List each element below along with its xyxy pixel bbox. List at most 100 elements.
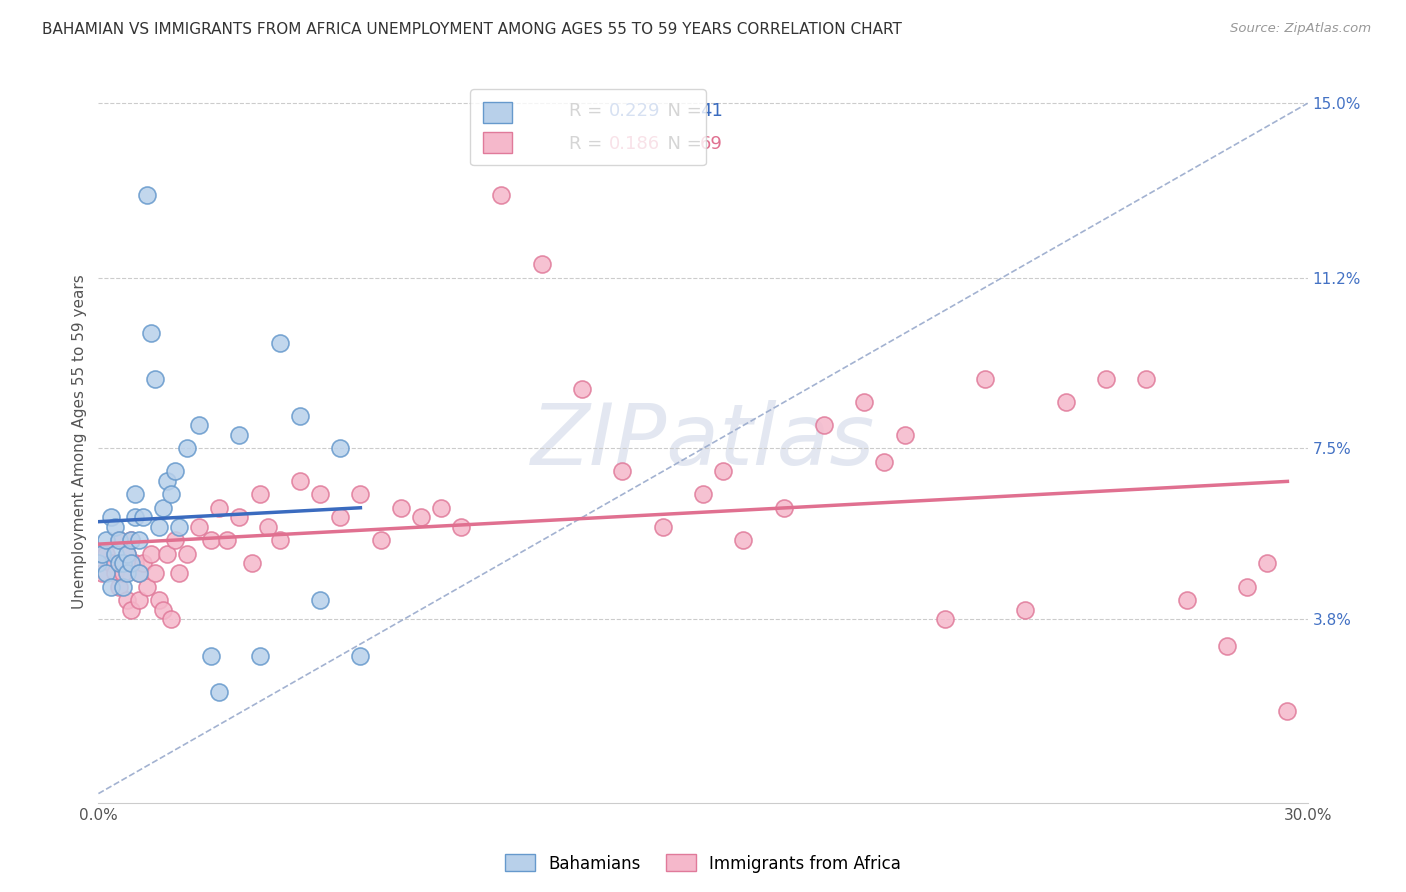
Point bbox=[813, 418, 835, 433]
Point bbox=[115, 547, 138, 561]
Point bbox=[1095, 372, 1118, 386]
Point bbox=[208, 685, 231, 699]
Point bbox=[309, 593, 332, 607]
Text: BAHAMIAN VS IMMIGRANTS FROM AFRICA UNEMPLOYMENT AMONG AGES 55 TO 59 YEARS CORREL: BAHAMIAN VS IMMIGRANTS FROM AFRICA UNEMP… bbox=[42, 22, 903, 37]
Point bbox=[974, 372, 997, 386]
Point bbox=[103, 547, 125, 561]
Point bbox=[240, 557, 263, 571]
Point bbox=[111, 566, 134, 580]
Point bbox=[389, 501, 412, 516]
Point bbox=[228, 510, 250, 524]
Legend:                               ,                               : , bbox=[470, 89, 706, 165]
Point bbox=[107, 533, 129, 548]
Point bbox=[873, 455, 896, 469]
Point bbox=[167, 566, 190, 580]
Point bbox=[893, 427, 915, 442]
Point bbox=[152, 501, 174, 516]
Point bbox=[115, 566, 138, 580]
Point bbox=[100, 510, 122, 524]
Point bbox=[111, 557, 134, 571]
Point bbox=[256, 519, 278, 533]
Point bbox=[1236, 580, 1258, 594]
Point bbox=[100, 580, 122, 594]
Point bbox=[430, 501, 453, 516]
Text: 69: 69 bbox=[700, 135, 723, 153]
Text: R =: R = bbox=[569, 102, 609, 120]
Point bbox=[217, 533, 239, 548]
Point bbox=[772, 501, 794, 516]
Point bbox=[143, 566, 166, 580]
Legend: Bahamians, Immigrants from Africa: Bahamians, Immigrants from Africa bbox=[498, 847, 908, 880]
Point bbox=[692, 487, 714, 501]
Point bbox=[309, 487, 332, 501]
Point bbox=[100, 557, 122, 571]
Point bbox=[1054, 395, 1077, 409]
Point bbox=[135, 188, 157, 202]
Point bbox=[120, 557, 142, 571]
Point bbox=[329, 442, 352, 456]
Point bbox=[128, 566, 150, 580]
Point bbox=[96, 566, 118, 580]
Point bbox=[132, 510, 155, 524]
Point bbox=[107, 533, 129, 548]
Point bbox=[200, 648, 222, 663]
Point bbox=[571, 382, 593, 396]
Point bbox=[176, 547, 198, 561]
Point bbox=[288, 474, 311, 488]
Point bbox=[934, 612, 956, 626]
Point bbox=[349, 487, 371, 501]
Point bbox=[96, 533, 118, 548]
Text: 0.186: 0.186 bbox=[609, 135, 661, 153]
Y-axis label: Unemployment Among Ages 55 to 59 years: Unemployment Among Ages 55 to 59 years bbox=[72, 274, 87, 609]
Text: 0.229: 0.229 bbox=[609, 102, 661, 120]
Point bbox=[329, 510, 352, 524]
Point bbox=[156, 547, 179, 561]
Point bbox=[132, 557, 155, 571]
Point bbox=[208, 501, 231, 516]
Point bbox=[651, 519, 673, 533]
Point bbox=[491, 188, 513, 202]
Point bbox=[167, 519, 190, 533]
Point bbox=[853, 395, 876, 409]
Text: N =: N = bbox=[657, 135, 707, 153]
Point bbox=[103, 519, 125, 533]
Point bbox=[124, 557, 146, 571]
Point bbox=[1277, 704, 1299, 718]
Point bbox=[269, 533, 291, 548]
Point bbox=[249, 487, 271, 501]
Point bbox=[87, 547, 110, 561]
Point bbox=[1135, 372, 1157, 386]
Text: R =: R = bbox=[569, 135, 609, 153]
Point bbox=[176, 442, 198, 456]
Text: N =: N = bbox=[657, 102, 707, 120]
Point bbox=[1175, 593, 1198, 607]
Point bbox=[160, 612, 183, 626]
Text: ZIPatlas: ZIPatlas bbox=[531, 400, 875, 483]
Point bbox=[249, 648, 271, 663]
Point bbox=[370, 533, 392, 548]
Point bbox=[409, 510, 432, 524]
Point bbox=[115, 547, 138, 561]
Point bbox=[91, 566, 114, 580]
Point bbox=[288, 409, 311, 424]
Point bbox=[87, 557, 110, 571]
Text: Source: ZipAtlas.com: Source: ZipAtlas.com bbox=[1230, 22, 1371, 36]
Point bbox=[152, 602, 174, 616]
Point bbox=[269, 335, 291, 350]
Point bbox=[124, 510, 146, 524]
Point bbox=[163, 533, 186, 548]
Point bbox=[107, 557, 129, 571]
Point bbox=[96, 547, 118, 561]
Point bbox=[163, 465, 186, 479]
Point bbox=[143, 372, 166, 386]
Point bbox=[612, 465, 634, 479]
Point bbox=[733, 533, 755, 548]
Point bbox=[107, 580, 129, 594]
Point bbox=[188, 418, 211, 433]
Point bbox=[1256, 557, 1278, 571]
Point bbox=[139, 326, 162, 341]
Point bbox=[111, 557, 134, 571]
Text: 41: 41 bbox=[700, 102, 723, 120]
Point bbox=[128, 593, 150, 607]
Point bbox=[115, 593, 138, 607]
